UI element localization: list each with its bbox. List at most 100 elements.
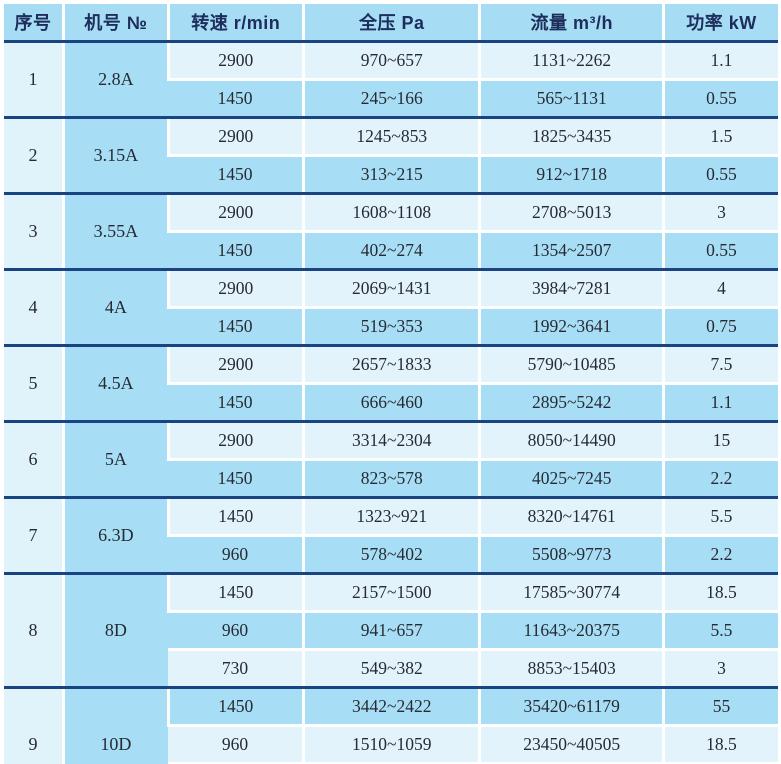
col-header-model: 机号 № — [62, 4, 169, 43]
cell-speed: 730 — [168, 648, 304, 689]
cell-power: 18.5 — [661, 724, 778, 764]
table-row: 960 578~402 5508~9773 2.2 — [4, 534, 778, 575]
cell-flow: 4025~7245 — [478, 458, 664, 499]
cell-model: 6.3D — [62, 496, 169, 575]
cell-index: 6 — [4, 420, 64, 499]
cell-pressure: 402~274 — [302, 230, 480, 271]
cell-power: 0.55 — [661, 230, 778, 271]
cell-index: 1 — [4, 40, 64, 119]
cell-pressure: 519~353 — [302, 306, 480, 347]
table-row: 730 549~382 8853~15403 3 — [4, 648, 778, 689]
cell-flow: 17585~30774 — [478, 572, 664, 612]
cell-power: 0.55 — [661, 154, 778, 195]
cell-model: 4A — [62, 268, 169, 347]
cell-speed: 1450 — [168, 306, 304, 347]
cell-speed: 1450 — [166, 686, 304, 726]
col-header-power: 功率 kW — [661, 4, 778, 43]
cell-speed: 2900 — [166, 268, 304, 308]
cell-flow: 11643~20375 — [478, 610, 664, 650]
table-row: 8 8D 1450 2157~1500 17585~30774 18.5 — [4, 572, 778, 689]
cell-pressure: 3442~2422 — [302, 686, 480, 726]
cell-pressure: 2657~1833 — [302, 344, 480, 384]
cell-flow: 1992~3641 — [478, 306, 664, 347]
table-header: 序号 机号 № 转速 r/min 全压 Pa 流量 m³/h 功率 kW — [4, 4, 778, 43]
cell-pressure: 1510~1059 — [302, 724, 480, 764]
cell-model: 2.8A — [62, 40, 169, 119]
cell-power: 2.2 — [661, 458, 778, 499]
cell-index: 4 — [4, 268, 64, 347]
cell-index: 7 — [4, 496, 64, 575]
table-row: 1450 823~578 4025~7245 2.2 — [4, 458, 778, 499]
cell-power: 0.55 — [661, 78, 778, 119]
cell-model: 5A — [62, 420, 169, 499]
cell-flow: 23450~40505 — [478, 724, 664, 764]
table-row: 1450 666~460 2895~5242 1.1 — [4, 382, 778, 423]
col-header-pressure: 全压 Pa — [302, 4, 480, 43]
cell-flow: 8050~14490 — [478, 420, 664, 460]
cell-power: 1.1 — [661, 382, 778, 423]
cell-power: 4 — [661, 268, 778, 308]
cell-index: 5 — [4, 344, 64, 423]
table-row: 5 4.5A 2900 2657~1833 5790~10485 7.5 — [4, 344, 778, 423]
cell-pressure: 578~402 — [302, 534, 480, 575]
cell-speed: 1450 — [168, 154, 304, 195]
col-header-flow: 流量 m³/h — [478, 4, 664, 43]
cell-speed: 960 — [168, 724, 304, 764]
cell-speed: 1450 — [168, 78, 304, 119]
cell-speed: 960 — [168, 610, 304, 650]
cell-flow: 35420~61179 — [478, 686, 664, 726]
table-row: 1450 402~274 1354~2507 0.55 — [4, 230, 778, 271]
cell-power: 18.5 — [661, 572, 778, 612]
cell-pressure: 823~578 — [302, 458, 480, 499]
cell-flow: 1825~3435 — [478, 116, 664, 156]
cell-flow: 2895~5242 — [478, 382, 664, 423]
cell-pressure: 2069~1431 — [302, 268, 480, 308]
cell-speed: 1450 — [168, 230, 304, 271]
col-header-speed: 转速 r/min — [166, 4, 304, 43]
table-row: 1450 245~166 565~1131 0.55 — [4, 78, 778, 119]
cell-pressure: 245~166 — [302, 78, 480, 119]
cell-flow: 3984~7281 — [478, 268, 664, 308]
table-row: 4 4A 2900 2069~1431 3984~7281 4 — [4, 268, 778, 347]
cell-pressure: 1245~853 — [302, 116, 480, 156]
cell-model: 10D — [62, 686, 169, 764]
cell-power: 1.5 — [661, 116, 778, 156]
cell-flow: 1131~2262 — [478, 40, 664, 80]
cell-power: 7.5 — [661, 344, 778, 384]
cell-pressure: 1608~1108 — [302, 192, 480, 232]
cell-power: 0.75 — [661, 306, 778, 347]
header-row: 序号 机号 № 转速 r/min 全压 Pa 流量 m³/h 功率 kW — [4, 4, 778, 43]
cell-pressure: 941~657 — [302, 610, 480, 650]
cell-power: 5.5 — [661, 496, 778, 536]
cell-pressure: 549~382 — [302, 648, 480, 689]
cell-index: 3 — [4, 192, 64, 271]
cell-pressure: 666~460 — [302, 382, 480, 423]
col-header-index: 序号 — [4, 4, 64, 43]
table-row: 960 1510~1059 23450~40505 18.5 — [4, 724, 778, 764]
cell-speed: 1450 — [168, 458, 304, 499]
cell-power: 3 — [661, 192, 778, 232]
cell-power: 55 — [661, 686, 778, 726]
table-row: 3 3.55A 2900 1608~1108 2708~5013 3 — [4, 192, 778, 271]
cell-speed: 1450 — [166, 572, 304, 612]
cell-speed: 2900 — [166, 420, 304, 460]
cell-speed: 1450 — [166, 496, 304, 536]
cell-power: 15 — [661, 420, 778, 460]
cell-speed: 960 — [168, 534, 304, 575]
cell-index: 8 — [4, 572, 64, 689]
table-row: 6 5A 2900 3314~2304 8050~14490 15 — [4, 420, 778, 499]
cell-pressure: 313~215 — [302, 154, 480, 195]
table-row: 2 3.15A 2900 1245~853 1825~3435 1.5 — [4, 116, 778, 195]
cell-speed: 2900 — [166, 40, 304, 80]
cell-index: 2 — [4, 116, 64, 195]
cell-pressure: 1323~921 — [302, 496, 480, 536]
table-body: 1 2.8A 2900 970~657 1131~2262 1.1 1450 245~166 5… — [4, 40, 778, 764]
table-row: 960 941~657 11643~20375 5.5 — [4, 610, 778, 650]
fan-spec-table: 序号 机号 № 转速 r/min 全压 Pa 流量 m³/h 功率 kW 1 2.… — [4, 4, 778, 764]
cell-flow: 8320~14761 — [478, 496, 664, 536]
table-row: 1 2.8A 2900 970~657 1131~2262 1.1 — [4, 40, 778, 119]
cell-power: 5.5 — [661, 610, 778, 650]
table-row: 1450 313~215 912~1718 0.55 — [4, 154, 778, 195]
cell-power: 1.1 — [661, 40, 778, 80]
